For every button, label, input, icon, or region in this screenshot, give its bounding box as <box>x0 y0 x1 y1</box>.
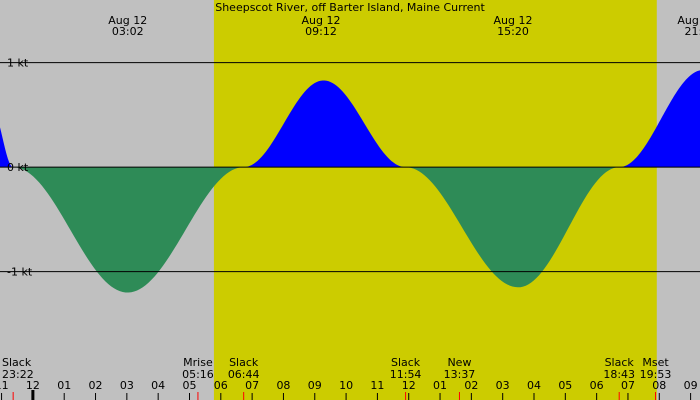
hour-tick-label: 06 <box>214 379 228 392</box>
peak-date-label: Aug 12 <box>302 14 341 27</box>
hour-tick-label: 01 <box>57 379 71 392</box>
hour-tick-label: 11 <box>0 379 9 392</box>
hour-tick-label: 08 <box>652 379 666 392</box>
event-time-label: 13:37 <box>444 368 476 381</box>
hour-tick-label: 04 <box>151 379 165 392</box>
event-name-label: Slack <box>391 356 421 369</box>
chart-title: Sheepscot River, off Barter Island, Main… <box>215 1 485 14</box>
hour-tick-label: 02 <box>464 379 478 392</box>
y-tick-label: 1 kt <box>7 57 29 70</box>
hour-tick-label: 11 <box>370 379 384 392</box>
peak-time-label: 03:02 <box>112 25 144 38</box>
event-time-label: 23:22 <box>2 368 34 381</box>
event-name-label: Slack <box>229 356 259 369</box>
flood-current-areas <box>0 70 700 168</box>
event-name-label: Slack <box>2 356 32 369</box>
event-time-label: 19:53 <box>640 368 672 381</box>
hour-tick-label: 05 <box>182 379 196 392</box>
flood-area <box>243 80 406 168</box>
peak-date-label: Aug 12 <box>108 14 147 27</box>
hour-tick-label: 01 <box>433 379 447 392</box>
flood-area <box>619 70 700 168</box>
hour-tick-label: 02 <box>89 379 103 392</box>
hour-tick-label: 03 <box>120 379 134 392</box>
event-time-label: 06:44 <box>228 368 260 381</box>
hour-tick-label: 07 <box>245 379 259 392</box>
hour-tick-label: 10 <box>339 379 353 392</box>
daylight-band <box>213 0 657 400</box>
peak-time-label: 15:20 <box>497 25 529 38</box>
hour-tick-label: 07 <box>621 379 635 392</box>
y-tick-label: 0 kt <box>7 161 29 174</box>
ebb-area <box>13 167 244 293</box>
ebb-current-areas <box>13 167 620 293</box>
peak-time-label: 09:12 <box>305 25 337 38</box>
hour-tick-label: 08 <box>276 379 290 392</box>
hour-tick-label: 12 <box>402 379 416 392</box>
hour-tick-label: 06 <box>590 379 604 392</box>
event-name-label: New <box>447 356 471 369</box>
hour-tick-label: 12 <box>26 379 40 392</box>
peak-date-label: Aug 12 <box>677 14 700 27</box>
peak-date-label: Aug 12 <box>494 14 533 27</box>
y-grid-lines: 1 kt 0 kt -1 kt <box>0 57 700 279</box>
ebb-area <box>405 167 620 288</box>
event-name-label: Mrise <box>183 356 213 369</box>
hour-tick-label: 04 <box>527 379 541 392</box>
peak-time-label: 21:1 <box>685 25 700 38</box>
event-time-label: 18:43 <box>603 368 635 381</box>
event-time-label: 11:54 <box>390 368 422 381</box>
hour-tick-label: 03 <box>496 379 510 392</box>
y-tick-label: -1 kt <box>7 266 33 279</box>
flood-area <box>0 127 14 168</box>
hour-tick-label: 05 <box>558 379 572 392</box>
hour-axis: 11 12 01 02 03 04 05 06 07 08 09 10 11 12 01 02 03 04 05 06… <box>0 379 698 400</box>
hour-tick-label: 09 <box>308 379 322 392</box>
hour-tick-label: 09 <box>684 379 698 392</box>
event-name-label: Slack <box>605 356 635 369</box>
event-name-label: Mset <box>642 356 669 369</box>
event-time-label: 05:16 <box>182 368 214 381</box>
event-labels: Slack23:22Mrise05:16Slack06:44Slack11:54… <box>2 356 671 400</box>
